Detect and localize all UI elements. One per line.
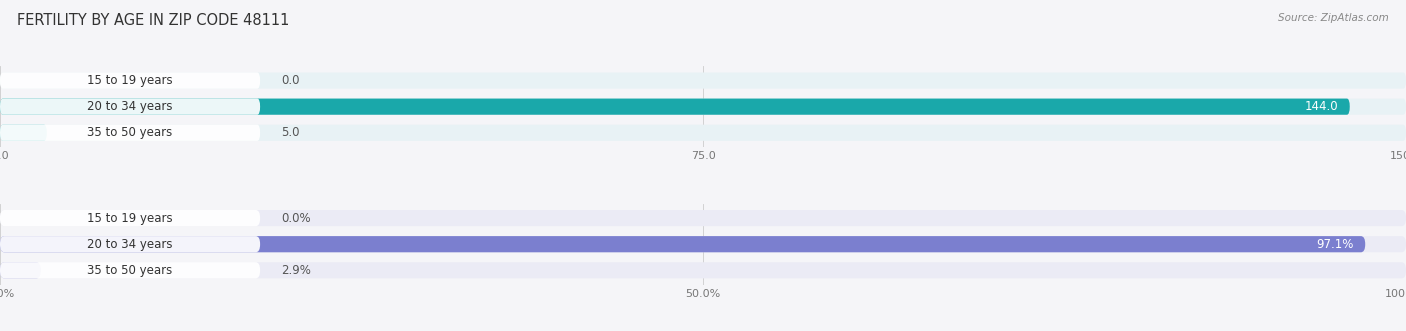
FancyBboxPatch shape <box>0 262 41 278</box>
Text: Source: ZipAtlas.com: Source: ZipAtlas.com <box>1278 13 1389 23</box>
FancyBboxPatch shape <box>0 236 1365 252</box>
Text: 20 to 34 years: 20 to 34 years <box>87 100 173 113</box>
FancyBboxPatch shape <box>0 72 260 89</box>
FancyBboxPatch shape <box>0 125 46 141</box>
Text: 35 to 50 years: 35 to 50 years <box>87 264 173 277</box>
FancyBboxPatch shape <box>0 125 260 141</box>
FancyBboxPatch shape <box>0 210 260 226</box>
FancyBboxPatch shape <box>0 99 260 115</box>
FancyBboxPatch shape <box>0 262 1406 278</box>
FancyBboxPatch shape <box>0 236 1406 252</box>
FancyBboxPatch shape <box>0 99 1406 115</box>
Text: 0.0: 0.0 <box>281 74 299 87</box>
FancyBboxPatch shape <box>0 72 1406 89</box>
FancyBboxPatch shape <box>0 262 260 278</box>
Text: 97.1%: 97.1% <box>1316 238 1354 251</box>
Text: 144.0: 144.0 <box>1305 100 1339 113</box>
FancyBboxPatch shape <box>0 210 1406 226</box>
Text: 15 to 19 years: 15 to 19 years <box>87 74 173 87</box>
Text: 0.0%: 0.0% <box>281 212 311 225</box>
Text: 15 to 19 years: 15 to 19 years <box>87 212 173 225</box>
Text: 35 to 50 years: 35 to 50 years <box>87 126 173 139</box>
FancyBboxPatch shape <box>0 236 260 252</box>
Text: 2.9%: 2.9% <box>281 264 311 277</box>
FancyBboxPatch shape <box>0 125 1406 141</box>
Text: FERTILITY BY AGE IN ZIP CODE 48111: FERTILITY BY AGE IN ZIP CODE 48111 <box>17 13 290 28</box>
Text: 20 to 34 years: 20 to 34 years <box>87 238 173 251</box>
Text: 5.0: 5.0 <box>281 126 299 139</box>
FancyBboxPatch shape <box>0 99 1350 115</box>
